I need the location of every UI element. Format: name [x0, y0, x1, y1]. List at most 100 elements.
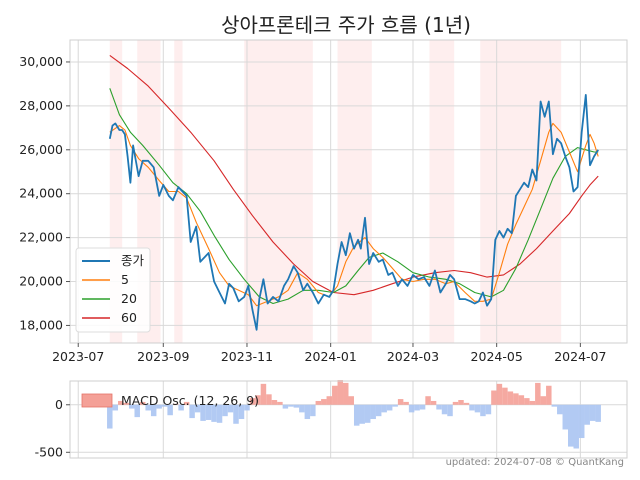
macd-panel: -500 0 MACD Osc. (12, 26, 9): [35, 380, 628, 459]
macd-y-tick-label: 0: [55, 397, 63, 412]
macd-bar: [364, 404, 371, 423]
macd-bar: [189, 404, 195, 419]
macd-bar: [249, 398, 256, 405]
shaded-region: [429, 40, 455, 343]
macd-bar: [123, 402, 129, 405]
macd-bar: [557, 404, 563, 415]
macd-bar: [277, 401, 283, 405]
macd-bar: [584, 404, 590, 425]
macd-bar: [469, 404, 475, 411]
macd-bar: [156, 404, 162, 409]
series-line-ma20: [109, 88, 599, 305]
macd-bar: [392, 404, 398, 407]
x-tick-label: 2024-01: [305, 349, 357, 364]
macd-bar: [540, 396, 547, 405]
macd-bar: [375, 404, 382, 417]
shaded-region: [480, 40, 562, 343]
macd-plot-frame: [69, 380, 628, 459]
y-tick-label: 24,000: [19, 186, 63, 201]
macd-bar: [222, 404, 228, 417]
macd-bar: [271, 400, 278, 405]
series-line-close: [108, 94, 599, 331]
series-line-ma5: [109, 122, 599, 307]
legend-label: 종가: [121, 253, 145, 268]
macd-bar: [310, 404, 316, 417]
macd-bar: [288, 404, 294, 407]
macd-bar: [266, 394, 272, 405]
macd-bar: [343, 382, 349, 405]
macd-bar: [419, 404, 426, 410]
macd-bar: [183, 401, 190, 405]
macd-bar: [315, 400, 322, 405]
macd-bar: [321, 399, 327, 405]
macd-bar: [282, 404, 289, 409]
macd-bar: [408, 404, 415, 413]
macd-bar: [211, 404, 217, 422]
macd-bar: [145, 404, 151, 411]
macd-bar: [386, 404, 393, 411]
price-y-ticks: 18,000 20,000 22,000 24,000 26,000 28,000 30,0…: [19, 54, 70, 332]
legend-label: 60: [121, 310, 137, 325]
macd-bar: [304, 404, 311, 420]
macd-bar: [299, 404, 305, 413]
macd-bar: [436, 404, 442, 410]
x-tick-label: 2024-05: [471, 349, 523, 364]
macd-bar: [381, 404, 387, 413]
x-tick-label: 2023-11: [221, 349, 273, 364]
chart-title: 상아프론테크 주가 흐름 (1년): [221, 13, 471, 37]
macd-bar: [518, 395, 525, 405]
macd-bar: [216, 404, 223, 423]
macd-bar: [161, 404, 168, 407]
macd-bar: [535, 382, 541, 405]
macd-bar: [205, 404, 212, 420]
macd-bar: [128, 404, 135, 409]
macd-bar: [474, 404, 481, 413]
macd-bar: [589, 404, 596, 421]
macd-bar: [513, 393, 519, 405]
price-plot-frame: [69, 39, 628, 344]
macd-bar: [414, 404, 420, 411]
macd-bar: [397, 399, 404, 405]
macd-legend-swatch: [81, 393, 113, 408]
macd-bar: [348, 396, 354, 405]
macd-y-tick-label: -500: [35, 444, 63, 459]
legend-label: 20: [121, 291, 137, 306]
macd-bar: [238, 404, 245, 420]
macd-bar: [227, 404, 234, 413]
x-tick-label: 2023-07: [52, 349, 104, 364]
price-panel: 18,000 20,000 22,000 24,000 26,000 28,000 30,0…: [19, 39, 628, 364]
macd-legend-label: MACD Osc. (12, 26, 9): [121, 393, 259, 408]
macd-bar: [441, 404, 448, 415]
macd-bar: [178, 404, 184, 411]
date-x-ticks: 2023-07 2023-09 2023-11 2024-01 2024-03 2024-…: [52, 343, 606, 364]
macd-y-ticks: -500 0: [35, 397, 70, 459]
x-tick-label: 2024-03: [387, 349, 439, 364]
macd-bar: [546, 385, 552, 405]
macd-bar: [403, 401, 409, 405]
macd-bar: [200, 404, 206, 421]
macd-bar: [194, 404, 201, 413]
series-line-ma60: [109, 54, 599, 296]
price-grid: [70, 40, 627, 343]
macd-bar: [260, 383, 267, 405]
macd-bar: [332, 385, 338, 405]
macd-bar: [496, 383, 503, 405]
x-tick-label: 2023-09: [137, 349, 189, 364]
shaded-region: [337, 40, 372, 343]
macd-bar: [370, 404, 376, 420]
macd-bar: [491, 390, 497, 405]
macd-legend: MACD Osc. (12, 26, 9): [81, 393, 259, 408]
macd-bar: [452, 401, 459, 405]
macd-bar: [118, 400, 124, 405]
macd-bar: [112, 404, 119, 411]
macd-bar: [458, 400, 464, 405]
macd-bar: [167, 404, 173, 416]
macd-bar: [359, 404, 365, 424]
macd-bar: [425, 396, 431, 405]
macd-bar: [244, 404, 250, 411]
legend-label: 5: [121, 272, 129, 287]
y-tick-label: 30,000: [19, 54, 63, 69]
y-tick-label: 22,000: [19, 230, 63, 245]
legend-box: [75, 247, 151, 333]
